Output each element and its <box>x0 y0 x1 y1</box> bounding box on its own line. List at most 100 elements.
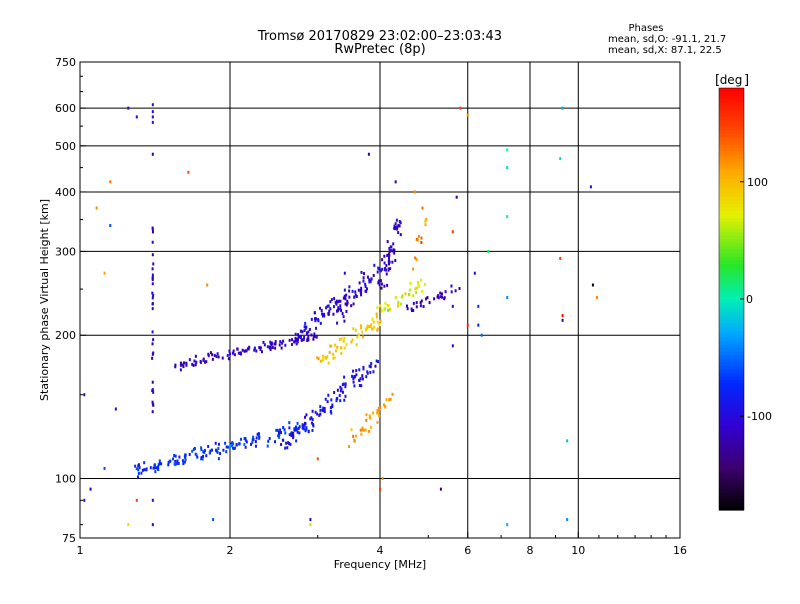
data-point <box>222 448 225 452</box>
data-point <box>151 230 154 234</box>
data-point <box>273 342 276 346</box>
data-point <box>477 304 480 308</box>
colorbar-segment <box>719 88 744 93</box>
data-point <box>216 352 219 356</box>
data-point <box>326 400 329 404</box>
data-point <box>329 300 332 304</box>
data-point <box>418 284 421 288</box>
data-point <box>187 170 190 174</box>
data-point <box>393 224 396 228</box>
colorbar: 100 0 -100 <box>718 87 772 511</box>
data-point <box>151 523 154 527</box>
colorbar-segment <box>719 116 744 121</box>
data-point <box>345 303 348 307</box>
colorbar-segment <box>719 179 744 184</box>
colorbar-segment <box>719 506 744 511</box>
data-point <box>420 299 423 303</box>
data-point <box>343 346 346 350</box>
colorbar-segment <box>719 302 744 307</box>
data-point <box>303 427 306 431</box>
colorbar-segment <box>719 263 744 268</box>
data-point <box>287 441 290 445</box>
data-point <box>236 347 239 351</box>
data-point <box>381 477 384 481</box>
colorbar-segment <box>719 154 744 159</box>
data-point <box>151 356 154 360</box>
data-point <box>395 218 398 222</box>
data-point <box>252 435 255 439</box>
colorbar-segment <box>719 443 744 448</box>
data-point <box>340 351 343 355</box>
data-point <box>506 523 509 527</box>
data-point <box>202 358 205 362</box>
data-point <box>370 362 373 366</box>
data-point <box>370 277 373 281</box>
data-point <box>335 299 338 303</box>
data-point <box>376 327 379 331</box>
data-point <box>151 380 154 384</box>
colorbar-segment <box>719 351 744 356</box>
colorbar-segment <box>719 471 744 476</box>
data-point <box>348 285 351 289</box>
data-point <box>428 301 431 305</box>
data-point <box>327 393 330 397</box>
data-point <box>151 240 154 244</box>
data-point <box>310 317 313 321</box>
x-tick-label: 16 <box>673 544 687 557</box>
data-point <box>182 365 185 369</box>
data-point <box>206 283 209 287</box>
data-point <box>342 339 345 343</box>
data-point <box>369 416 372 420</box>
data-point <box>369 365 372 369</box>
data-point <box>400 295 403 299</box>
data-point <box>440 292 443 296</box>
data-point <box>151 330 154 334</box>
data-point <box>308 327 311 331</box>
data-point <box>365 375 368 379</box>
data-point <box>319 405 322 409</box>
data-point <box>192 363 195 367</box>
data-point <box>362 272 365 276</box>
data-point <box>137 468 140 472</box>
data-point <box>260 350 263 354</box>
data-point <box>303 328 306 332</box>
data-point <box>561 314 564 318</box>
data-point <box>195 453 198 457</box>
colorbar-segment <box>719 193 744 198</box>
data-point <box>290 342 293 346</box>
colorbar-segment <box>719 348 744 353</box>
data-point <box>353 295 356 299</box>
colorbar-segment <box>719 151 744 156</box>
colorbar-segment <box>719 313 744 318</box>
legend-x-stats: mean, sd,X: 87.1, 22.5 <box>608 45 722 56</box>
data-point <box>459 106 462 110</box>
data-point <box>330 298 333 302</box>
data-point <box>371 327 374 331</box>
data-point <box>179 361 182 365</box>
data-point <box>305 427 308 431</box>
data-point <box>387 252 390 256</box>
data-point <box>338 394 341 398</box>
data-point <box>374 364 377 368</box>
colorbar-segment <box>719 98 744 103</box>
data-point <box>362 276 365 280</box>
x-tick-label: 4 <box>377 544 384 557</box>
data-point <box>342 296 345 300</box>
data-point <box>303 423 306 427</box>
data-point <box>152 403 155 407</box>
data-point <box>360 286 363 290</box>
data-point <box>251 438 254 442</box>
data-point <box>221 356 224 360</box>
data-point <box>390 245 393 249</box>
data-point <box>319 408 322 412</box>
colorbar-segment <box>719 418 744 423</box>
data-point <box>340 387 343 391</box>
data-point <box>339 385 342 389</box>
data-point <box>151 302 154 306</box>
data-point <box>388 262 391 266</box>
data-point <box>127 523 130 527</box>
data-point <box>151 273 154 277</box>
data-point <box>296 421 299 425</box>
data-point <box>364 282 367 286</box>
data-point <box>317 318 320 322</box>
